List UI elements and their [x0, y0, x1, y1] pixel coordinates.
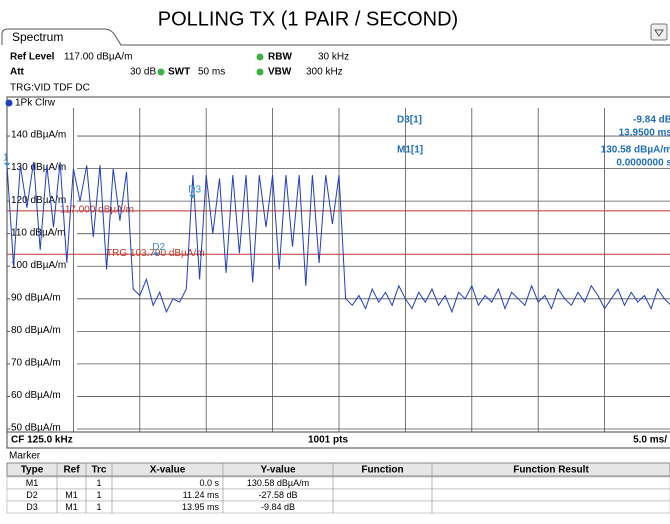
table-cell: M1 [65, 502, 78, 512]
y-tick-label: 110 dBµA/m [11, 227, 66, 238]
table-header: Y-value [260, 465, 295, 476]
marker-label: 1 [3, 152, 9, 163]
y-tick-label: 100 dBµA/m [11, 260, 66, 271]
table-cell: M1 [65, 490, 78, 500]
table-header-bg [6, 462, 670, 477]
table-cell: D3 [26, 502, 38, 512]
table-title: Marker [9, 451, 41, 462]
header-text: Att [10, 67, 25, 78]
readout-position: 13.9500 ms [619, 128, 670, 139]
table-cell: -27.58 dB [258, 490, 297, 500]
table-cell: -9.84 dB [261, 502, 295, 512]
y-tick-label: 70 dBµA/m [11, 358, 61, 369]
table-cell: M1 [26, 478, 39, 488]
marker-symbol [4, 162, 10, 167]
header-text: 30 dB [130, 67, 156, 78]
header-text: SWT [168, 67, 190, 78]
readout-position: 0.0000000 s [616, 158, 670, 169]
footer-span: 5.0 ms/ [633, 435, 667, 446]
plot-frame [6, 96, 670, 433]
table-header: X-value [150, 465, 186, 476]
table-cell: 1 [96, 502, 101, 512]
header-text: 300 kHz [306, 67, 343, 78]
y-tick-label: 130 dBµA/m [11, 162, 66, 173]
footer-points: 1001 pts [308, 435, 348, 446]
tab [1, 28, 670, 46]
y-tick-label: 120 dBµA/m [11, 195, 66, 206]
tab-label: Spectrum [12, 30, 63, 44]
table-header: Ref [63, 465, 80, 476]
status-dot [157, 68, 165, 76]
readout-name: D3[1] [397, 115, 422, 126]
table-row [6, 476, 670, 490]
y-tick-label: 60 dBµA/m [11, 390, 61, 401]
menu-icon-glyph [654, 29, 664, 37]
header-text: TRG:VID TDF DC [10, 83, 90, 94]
table-row [6, 488, 670, 502]
table-cell: 13.95 ms [182, 502, 220, 512]
header-text: 50 ms [198, 67, 225, 78]
table-header: Trc [91, 465, 106, 476]
table-header: Function Result [513, 465, 589, 476]
header-text: 117.00 dBµA/m [64, 52, 132, 63]
trace-dot [5, 99, 13, 107]
table-header: Function [361, 465, 403, 476]
table-cell: 1 [96, 490, 101, 500]
y-tick-label: 50 dBµA/m [11, 423, 61, 434]
marker-symbol [189, 194, 196, 199]
table-cell: 11.24 ms [183, 490, 220, 500]
y-tick-label: 140 dBµA/m [11, 130, 66, 141]
y-tick-label: 80 dBµA/m [11, 325, 61, 336]
readout-value: 130.58 dBµA/m [601, 145, 670, 156]
chart-title: POLLING TX (1 PAIR / SECOND) [158, 8, 458, 30]
status-dot [256, 53, 264, 61]
table-row [6, 500, 670, 514]
header-text: Ref Level [10, 52, 55, 63]
trace-line [7, 162, 670, 314]
footer-center: CF 125.0 kHz [11, 435, 73, 446]
ref-line-label: 117.000 dBµA/m [60, 205, 134, 216]
y-tick-label: 90 dBµA/m [11, 292, 61, 303]
marker-label: D3 [188, 184, 201, 195]
trace-label: 1Pk Clrw [15, 98, 56, 109]
readout-value: -9.84 dB [633, 115, 670, 126]
table-cell: D2 [26, 490, 38, 500]
table-cell: 0.0 s [199, 478, 219, 488]
menu-icon [650, 23, 668, 41]
readout-name: M1[1] [397, 145, 423, 156]
header-text: VBW [268, 67, 292, 78]
status-dot [256, 68, 264, 76]
header-text: 30 kHz [318, 52, 349, 63]
marker-symbol [153, 252, 160, 257]
table-header: Type [21, 465, 44, 476]
header-text: RBW [268, 52, 292, 63]
table-cell: 1 [96, 478, 101, 488]
footer-bar [6, 431, 670, 449]
table-cell: 130.58 dBµA/m [247, 478, 309, 488]
marker-label: D2 [152, 242, 165, 253]
